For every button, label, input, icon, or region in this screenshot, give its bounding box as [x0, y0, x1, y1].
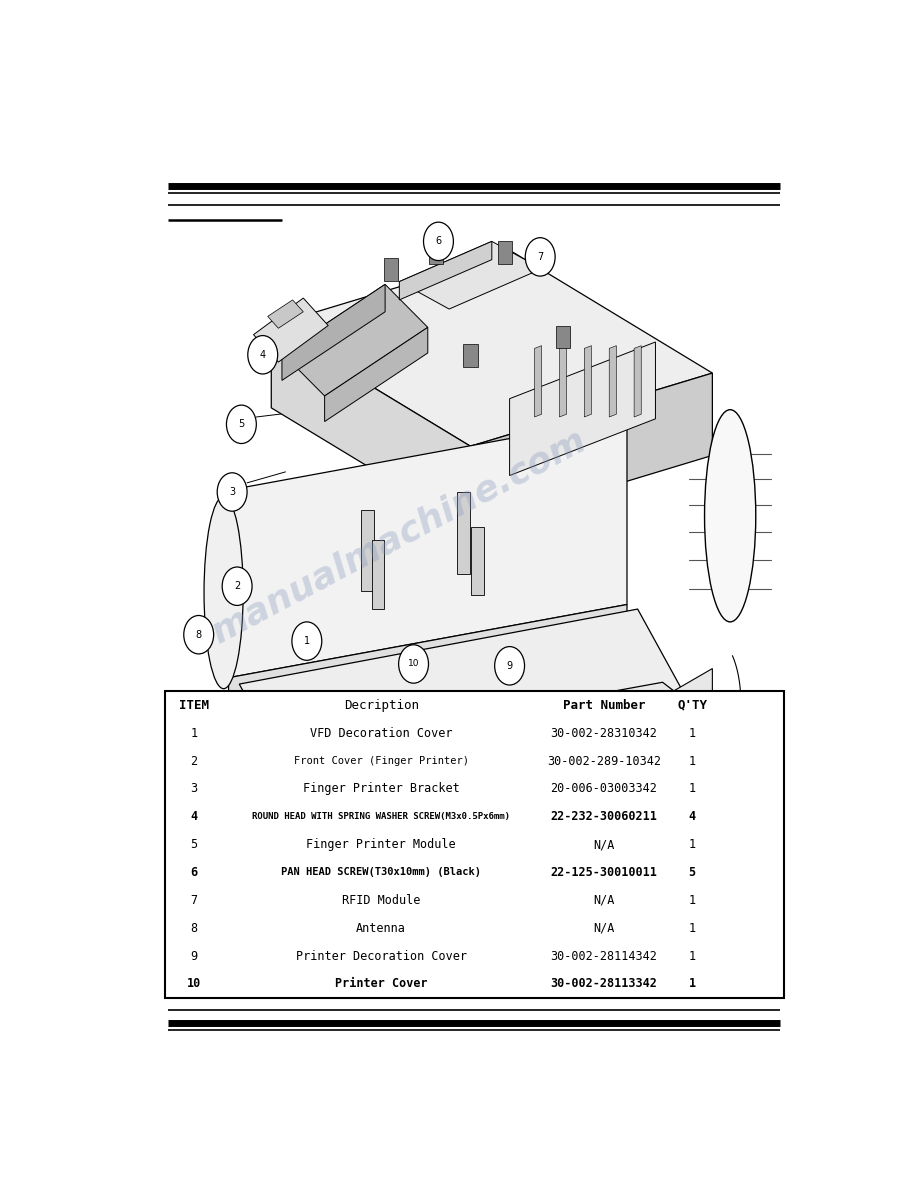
- Text: 8: 8: [196, 630, 202, 639]
- Text: 4: 4: [190, 810, 197, 823]
- Polygon shape: [372, 541, 385, 609]
- Text: 10: 10: [408, 659, 420, 669]
- Text: Antenna: Antenna: [356, 922, 406, 935]
- Text: ITEM: ITEM: [179, 699, 209, 712]
- Text: 30-002-28310342: 30-002-28310342: [551, 727, 657, 740]
- Text: 4: 4: [260, 349, 266, 360]
- Polygon shape: [498, 241, 511, 264]
- Polygon shape: [272, 252, 712, 447]
- Text: 9: 9: [507, 661, 512, 671]
- Circle shape: [218, 473, 247, 511]
- Text: Part Number: Part Number: [563, 699, 645, 712]
- Text: Printer Cover: Printer Cover: [335, 978, 428, 991]
- Polygon shape: [268, 299, 303, 328]
- Text: 8: 8: [190, 922, 197, 935]
- Bar: [164, 691, 784, 998]
- Text: 10: 10: [187, 978, 201, 991]
- Text: 20-006-03003342: 20-006-03003342: [551, 783, 657, 796]
- Polygon shape: [361, 511, 374, 590]
- Text: 1: 1: [688, 754, 696, 767]
- Text: 1: 1: [688, 922, 696, 935]
- Text: 1: 1: [688, 839, 696, 851]
- Text: manualmachine.com: manualmachine.com: [207, 423, 592, 650]
- Text: 2: 2: [234, 581, 241, 592]
- Polygon shape: [282, 284, 386, 380]
- Polygon shape: [282, 284, 428, 396]
- Polygon shape: [559, 346, 566, 417]
- Text: 22-125-30010011: 22-125-30010011: [551, 866, 657, 879]
- Text: 4: 4: [688, 810, 696, 823]
- Circle shape: [248, 335, 277, 374]
- Text: 1: 1: [688, 949, 696, 962]
- Circle shape: [222, 567, 252, 606]
- Polygon shape: [534, 346, 542, 417]
- Polygon shape: [399, 241, 492, 299]
- Polygon shape: [610, 346, 616, 417]
- Text: 30-002-28114342: 30-002-28114342: [551, 949, 657, 962]
- Text: Front Cover (Finger Printer): Front Cover (Finger Printer): [294, 756, 469, 766]
- Text: PAN HEAD SCREW(T30x10mm) (Black): PAN HEAD SCREW(T30x10mm) (Black): [281, 867, 481, 878]
- Text: 5: 5: [190, 839, 197, 851]
- Polygon shape: [430, 241, 443, 264]
- Text: 7: 7: [190, 893, 197, 906]
- Polygon shape: [471, 373, 712, 529]
- Polygon shape: [585, 346, 591, 417]
- Polygon shape: [253, 298, 329, 362]
- Circle shape: [292, 621, 322, 661]
- Text: 30-002-289-10342: 30-002-289-10342: [547, 754, 661, 767]
- Polygon shape: [509, 342, 655, 475]
- Text: 5: 5: [239, 419, 244, 429]
- Text: N/A: N/A: [593, 839, 615, 851]
- Text: Finger Printer Module: Finger Printer Module: [307, 839, 456, 851]
- Text: 22-232-30060211: 22-232-30060211: [551, 810, 657, 823]
- Circle shape: [184, 615, 214, 653]
- Polygon shape: [399, 241, 542, 309]
- Circle shape: [227, 405, 256, 443]
- Text: 6: 6: [190, 866, 197, 879]
- Circle shape: [525, 238, 555, 276]
- Text: 1: 1: [688, 893, 696, 906]
- Text: N/A: N/A: [593, 893, 615, 906]
- Polygon shape: [325, 328, 428, 422]
- Text: 6: 6: [435, 236, 442, 246]
- Text: Printer Decoration Cover: Printer Decoration Cover: [296, 949, 466, 962]
- Polygon shape: [642, 669, 712, 773]
- Polygon shape: [272, 326, 471, 529]
- Polygon shape: [240, 609, 684, 769]
- Text: 1: 1: [688, 783, 696, 796]
- Polygon shape: [464, 343, 477, 367]
- Text: VFD Decoration Cover: VFD Decoration Cover: [310, 727, 453, 740]
- Text: 30-002-28113342: 30-002-28113342: [551, 978, 657, 991]
- Text: RFID Module: RFID Module: [342, 893, 420, 906]
- Text: 1: 1: [688, 727, 696, 740]
- Polygon shape: [457, 492, 470, 574]
- Text: 7: 7: [537, 252, 543, 261]
- Polygon shape: [384, 258, 397, 280]
- Ellipse shape: [204, 497, 243, 689]
- Ellipse shape: [704, 410, 756, 621]
- Text: Q'TY: Q'TY: [677, 699, 707, 712]
- Text: N/A: N/A: [593, 922, 615, 935]
- Polygon shape: [229, 417, 627, 677]
- Text: 1: 1: [688, 978, 696, 991]
- Text: 5: 5: [688, 866, 696, 879]
- Polygon shape: [556, 326, 570, 348]
- Polygon shape: [229, 605, 627, 699]
- Text: 9: 9: [190, 949, 197, 962]
- Text: 2: 2: [190, 754, 197, 767]
- Circle shape: [495, 646, 524, 685]
- Polygon shape: [471, 526, 484, 595]
- Text: Finger Printer Bracket: Finger Printer Bracket: [303, 783, 460, 796]
- Polygon shape: [261, 682, 699, 783]
- Text: Decription: Decription: [343, 699, 419, 712]
- Bar: [164, 691, 784, 998]
- Text: 1: 1: [190, 727, 197, 740]
- Text: 3: 3: [190, 783, 197, 796]
- Text: 3: 3: [230, 487, 235, 497]
- Polygon shape: [634, 346, 642, 417]
- Circle shape: [423, 222, 453, 260]
- Text: 1: 1: [304, 636, 310, 646]
- Circle shape: [398, 645, 429, 683]
- Text: ROUND HEAD WITH SPRING WASHER SCREW(M3x0.5Px6mm): ROUND HEAD WITH SPRING WASHER SCREW(M3x0…: [252, 813, 510, 821]
